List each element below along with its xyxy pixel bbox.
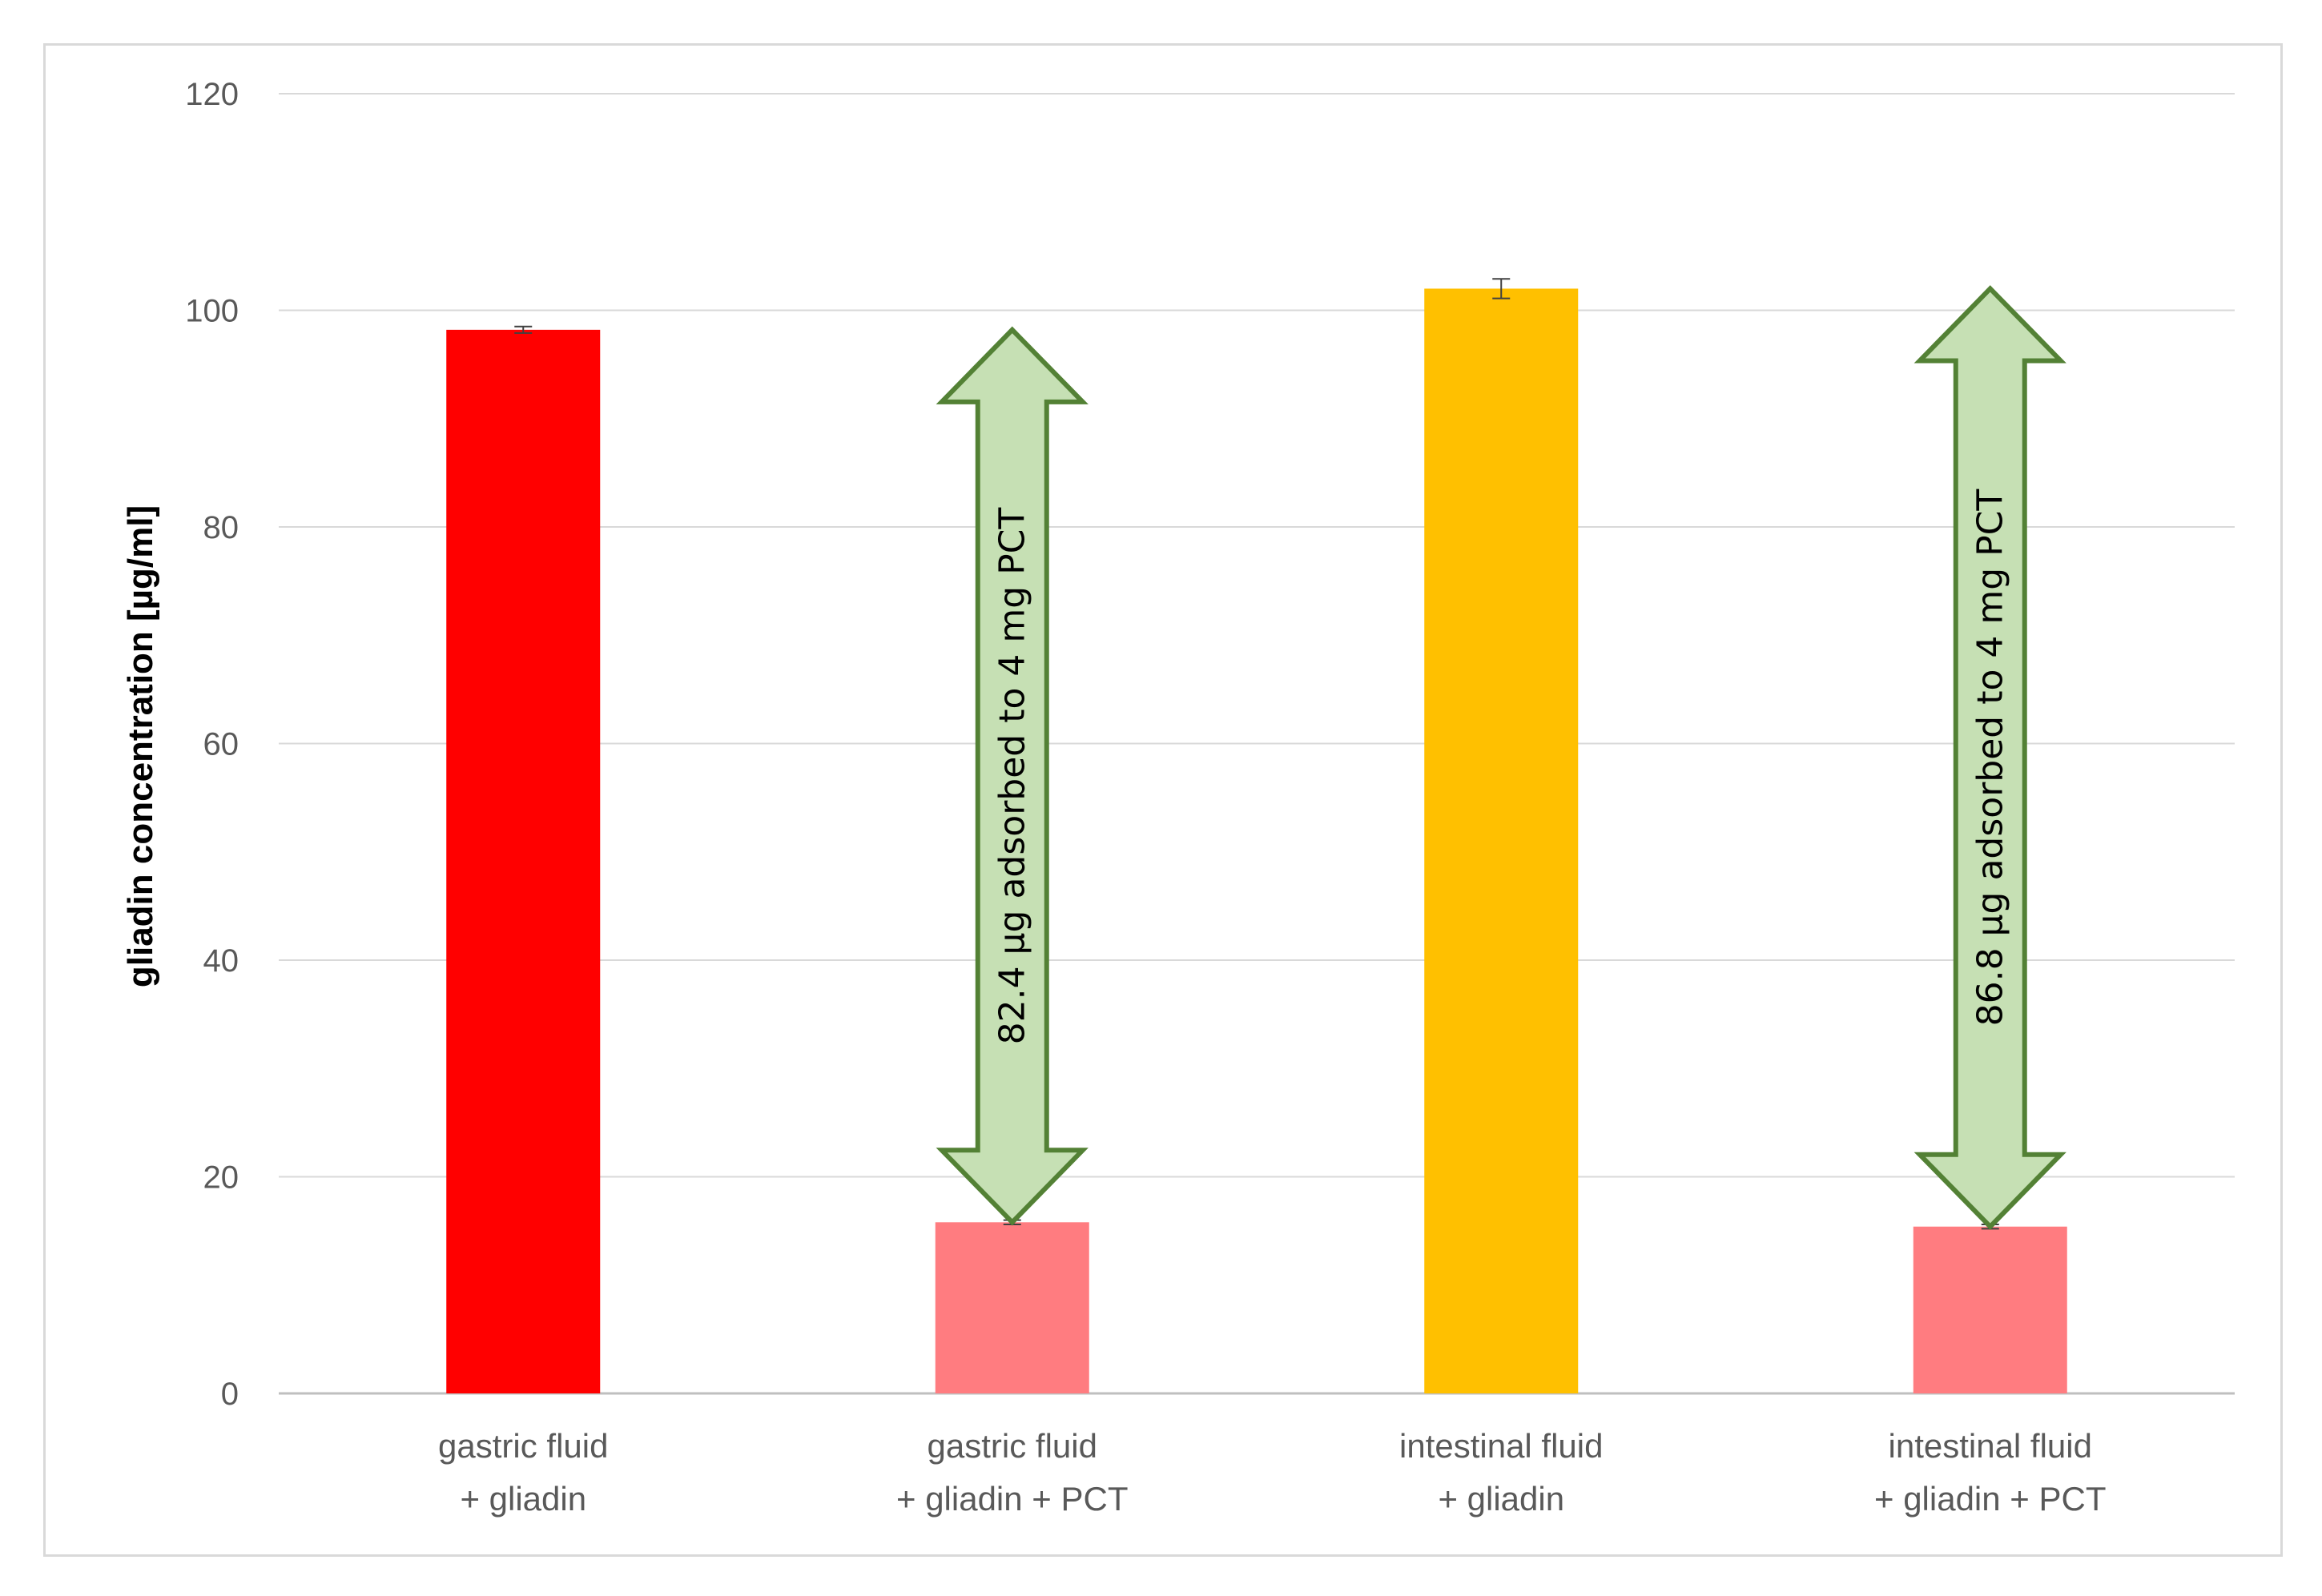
arrow-annotation-label: 86.8 µg adsorbed to 4 mg PCT	[1970, 489, 2010, 1027]
y-tick-label: 120	[185, 77, 239, 112]
bar	[446, 329, 601, 1394]
y-tick-label: 60	[203, 727, 239, 762]
bar	[1913, 1226, 2067, 1393]
bars	[446, 278, 2067, 1394]
annotation-arrows: 82.4 µg adsorbed to 4 mg PCT 86.8 µg adso…	[936, 285, 2066, 1231]
axis-labels: 0 20 40 60 80 100 120 gastric fluid + gliadin gas…	[185, 77, 2106, 1518]
bar	[1424, 288, 1579, 1394]
double-arrow	[936, 326, 1089, 1226]
double-arrow	[1914, 285, 2066, 1231]
y-axis-title: gliadin concentration [µg/ml]	[121, 505, 160, 987]
x-category-label: gastric fluid + gliadin + PCT	[896, 1427, 1129, 1518]
chart-frame	[43, 43, 2283, 1557]
y-tick-label: 40	[203, 943, 239, 979]
y-tick-label: 20	[203, 1160, 239, 1196]
arrow-annotation-label: 82.4 µg adsorbed to 4 mg PCT	[992, 508, 1032, 1045]
x-category-label: intestinal fluid + gliadin	[1399, 1427, 1603, 1518]
x-category-label: gastric fluid + gliadin	[438, 1427, 608, 1518]
y-tick-label: 100	[185, 294, 239, 329]
gridlines	[279, 93, 2235, 1395]
y-tick-label: 0	[221, 1377, 239, 1412]
error-bar	[514, 325, 533, 334]
y-tick-label: 80	[203, 510, 239, 545]
bar	[935, 1222, 1089, 1393]
x-category-label: intestinal fluid + gliadin + PCT	[1874, 1427, 2107, 1518]
error-bar	[1492, 278, 1511, 300]
